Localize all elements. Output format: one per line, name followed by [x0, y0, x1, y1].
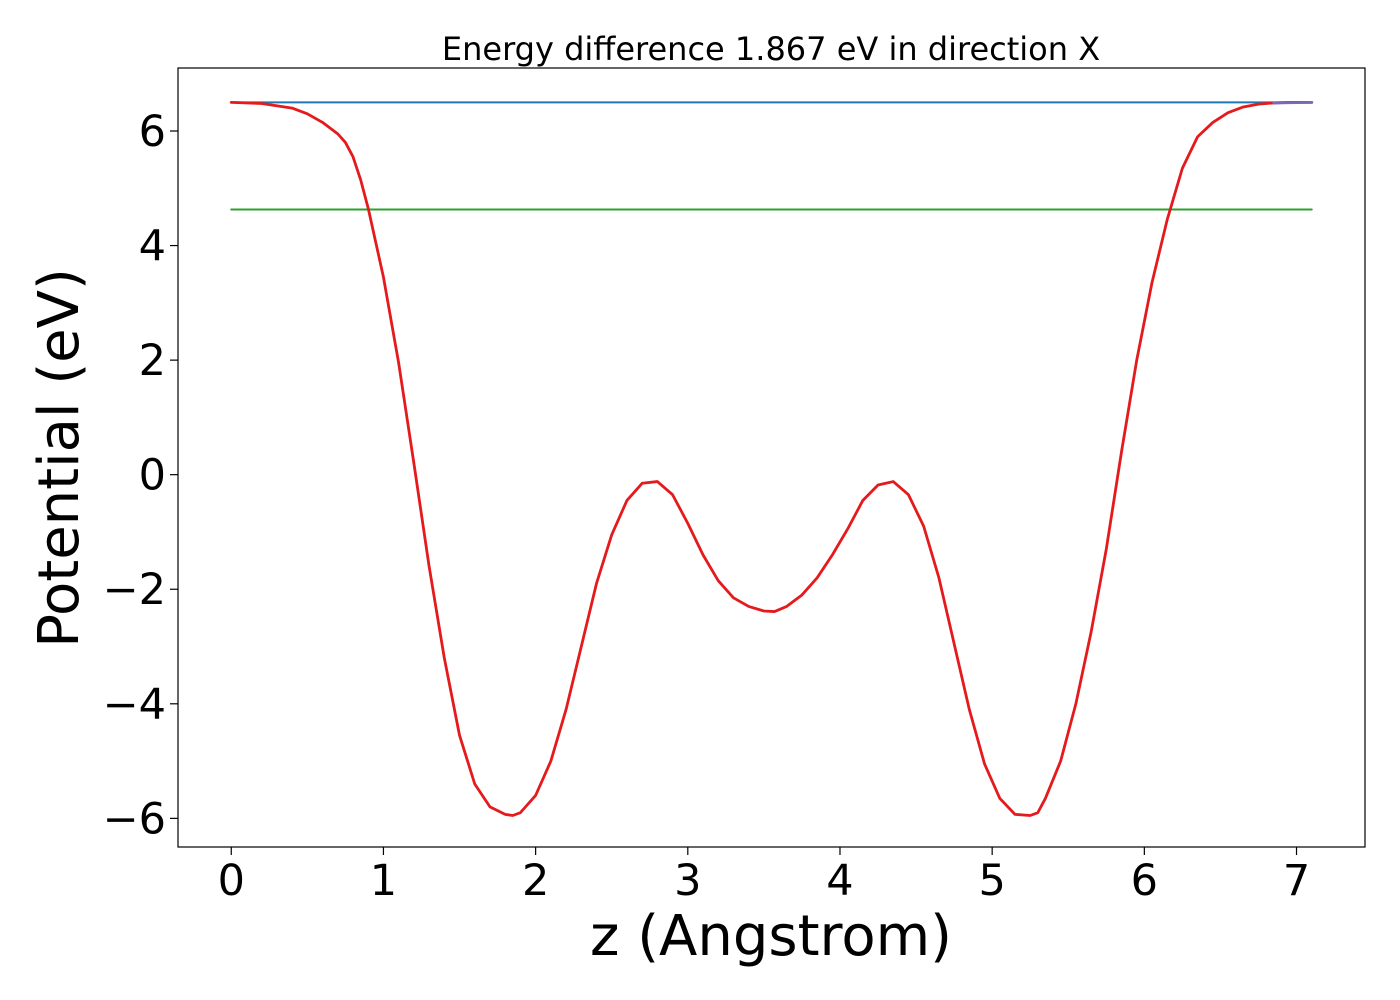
series-line-3-overlay: [1272, 100, 1314, 105]
y-tick-label: −2: [103, 565, 166, 615]
series-line-2-curve: [229, 100, 1314, 817]
x-tick-label: 4: [826, 856, 853, 906]
x-axis-label: z (Angstrom): [590, 904, 952, 969]
series-layer: [229, 100, 1314, 817]
x-tick-label: 0: [218, 856, 245, 906]
x-tick-label: 2: [522, 856, 549, 906]
y-tick-label: −6: [103, 794, 166, 844]
x-tick-label: 3: [674, 856, 701, 906]
y-tick-label: 0: [139, 451, 166, 501]
chart-title: Energy difference 1.867 eV in direction …: [442, 30, 1100, 68]
x-tick-label: 6: [1131, 856, 1158, 906]
y-tick-label: 2: [139, 336, 166, 386]
y-axis-label: Potential (eV): [27, 268, 92, 648]
y-tick-label: −4: [103, 680, 166, 730]
x-tick-label: 7: [1283, 856, 1310, 906]
x-axis-ticks: 0 1 2 3 4 5 6 7: [218, 847, 1310, 906]
x-tick-label: 5: [978, 856, 1005, 906]
y-tick-label: 6: [139, 107, 166, 157]
y-tick-label: 4: [139, 222, 166, 272]
plot-area-frame: [177, 67, 1366, 848]
y-axis-ticks: −6 −4 −2 0 2 4 6: [103, 107, 178, 844]
x-tick-label: 1: [370, 856, 397, 906]
